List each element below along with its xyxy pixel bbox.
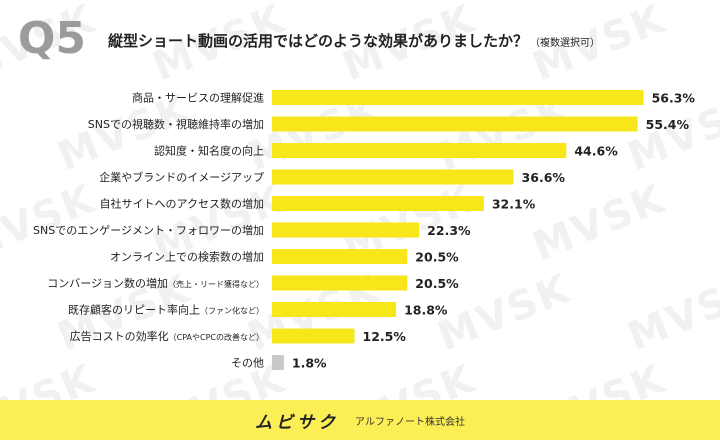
category-label-note: （ファン化など） — [200, 306, 264, 316]
bar — [272, 302, 397, 317]
value-label: 44.6% — [574, 144, 618, 159]
category-label: 認知度・知名度の向上 — [154, 144, 264, 158]
value-label: 20.5% — [415, 250, 459, 265]
chart-title: 縦型ショート動画の活用ではどのような効果がありましたか？ （複数選択可） — [108, 30, 600, 51]
value-label: 55.4% — [646, 117, 690, 132]
chart-header: Q5 縦型ショート動画の活用ではどのような効果がありましたか？ （複数選択可） — [18, 14, 708, 64]
bar — [272, 355, 284, 370]
category-label: 既存顧客のリピート率向上（ファン化など） — [68, 303, 264, 317]
category-label-text: コンバージョン数の増加 — [47, 277, 168, 290]
category-label: SNSでのエンゲージメント・フォロワーの増加 — [33, 224, 264, 237]
bar — [272, 222, 420, 238]
category-label: 広告コストの効率化（CPAやCPCの改善など） — [70, 329, 264, 343]
bar — [272, 169, 514, 185]
category-label: 商品・サービスの理解促進 — [132, 91, 264, 105]
bar-chart: 商品・サービスの理解促進 56.3% SNSでの視聴数・視聴維持率の増加 55.4% 認… — [33, 90, 696, 371]
bar — [272, 196, 484, 211]
footer-bar: ムビサク アルファノート株式会社 — [0, 400, 720, 440]
value-label: 56.3% — [652, 91, 696, 106]
category-label-text: 企業やブランドのイメージアップ — [99, 170, 264, 184]
category-label: コンバージョン数の増加（売上・リード獲得など） — [47, 277, 264, 290]
value-label: 12.5% — [363, 329, 407, 344]
bar — [272, 328, 355, 344]
company-name: アルファノート株式会社 — [355, 416, 465, 428]
category-label: オンライン上での検索数の増加 — [110, 250, 264, 264]
value-label: 18.8% — [404, 303, 448, 318]
category-label: 企業やブランドのイメージアップ — [99, 170, 264, 184]
category-label-text: 認知度・知名度の向上 — [154, 144, 264, 158]
category-label: その他 — [231, 357, 264, 370]
category-label: SNSでの視聴数・視聴維持率の増加 — [88, 117, 264, 131]
bar — [272, 275, 408, 291]
value-label: 32.1% — [492, 197, 536, 212]
category-label: 自社サイトへのアクセス数の増加 — [100, 197, 264, 211]
question-number: Q5 — [18, 13, 87, 64]
category-label-text: その他 — [231, 357, 264, 370]
bar — [272, 116, 638, 132]
category-label-text: 商品・サービスの理解促進 — [132, 91, 264, 105]
category-label-note: （CPAやCPCの改善など） — [169, 332, 264, 342]
category-label-text: 広告コストの効率化 — [70, 329, 169, 343]
value-label: 1.8% — [292, 356, 327, 371]
chart-title-note: （複数選択可） — [530, 38, 601, 49]
brand-logo: ムビサク — [255, 412, 340, 433]
value-label: 36.6% — [522, 170, 566, 185]
category-label-text: 既存顧客のリピート率向上 — [68, 303, 200, 317]
chart-title-text: 縦型ショート動画の活用ではどのような効果がありましたか？ — [108, 32, 529, 50]
bar — [272, 90, 644, 105]
category-label-text: SNSでのエンゲージメント・フォロワーの増加 — [33, 224, 264, 237]
bar — [272, 143, 567, 158]
value-label: 20.5% — [415, 276, 459, 291]
category-label-text: SNSでの視聴数・視聴維持率の増加 — [88, 117, 264, 131]
category-label-text: 自社サイトへのアクセス数の増加 — [100, 197, 264, 211]
category-label-text: オンライン上での検索数の増加 — [110, 250, 264, 264]
bar — [272, 249, 408, 264]
category-label-note: （売上・リード獲得など） — [168, 279, 264, 289]
value-label: 22.3% — [427, 223, 471, 238]
